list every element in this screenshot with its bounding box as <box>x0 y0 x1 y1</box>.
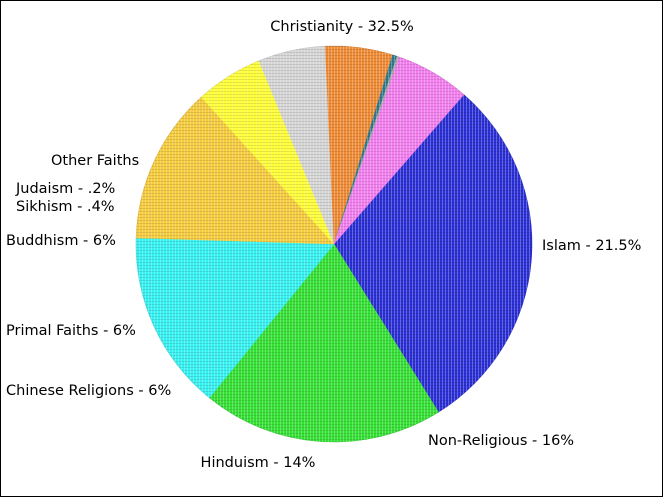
pie-slice-texture-hinduism <box>136 97 334 244</box>
pie-label-buddhism: Buddhism - 6% <box>6 233 116 249</box>
pie-label-non-religious: Non-Religious - 16% <box>428 433 574 449</box>
pie-label-christianity: Christianity - 32.5% <box>270 19 413 35</box>
pie-slice-texture-islam <box>209 244 439 442</box>
pie-labels: Christianity - 32.5% Islam - 21.5% Non-Rel… <box>6 19 641 471</box>
pie-slices <box>135 45 533 443</box>
pie-slice-texture-christianity <box>334 94 532 413</box>
pie-label-sikhism: Sikhism - .4% <box>16 199 115 215</box>
pie-slice-texture-non-religious <box>135 237 334 398</box>
pie-label-islam: Islam - 21.5% <box>542 238 641 254</box>
pie-label-hinduism: Hinduism - 14% <box>201 455 316 471</box>
pie-outline <box>135 45 533 443</box>
pie-label-other-faiths: Other Faiths <box>51 153 139 169</box>
pie-slice-texture-other-faiths <box>334 57 464 245</box>
pie-slice-texture-chinese-religions <box>201 60 334 244</box>
pie-label-primal-faiths: Primal Faiths - 6% <box>6 323 136 339</box>
pie-slice-texture-buddhism <box>325 45 393 244</box>
pie-label-chinese-religions: Chinese Religions - 6% <box>6 383 171 399</box>
pie-slice-texture-primal-faiths <box>258 46 334 244</box>
pie-label-judaism: Judaism - .2% <box>15 181 115 197</box>
